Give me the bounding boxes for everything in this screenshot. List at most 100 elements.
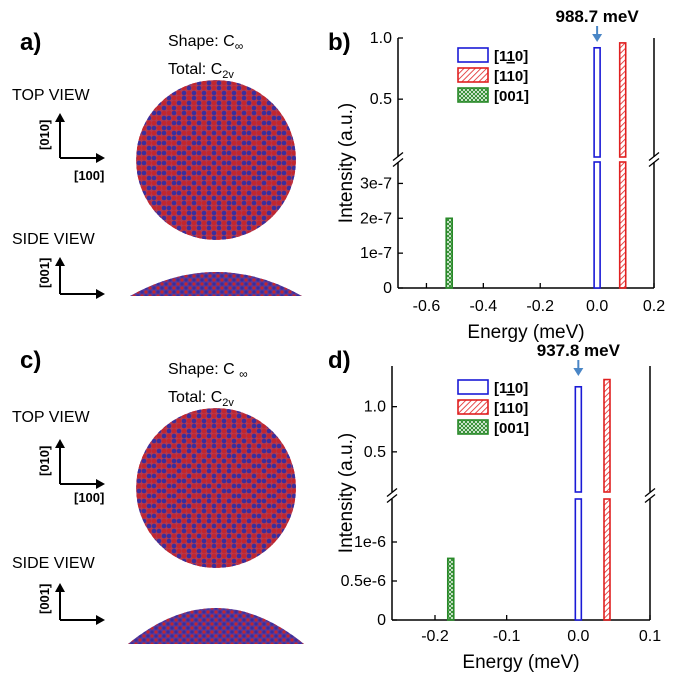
atom-dot bbox=[226, 95, 232, 101]
atom-dot bbox=[256, 274, 260, 278]
atom-dot bbox=[226, 543, 232, 549]
atom-dot bbox=[236, 493, 242, 499]
atom-dot bbox=[186, 130, 192, 136]
atom-dot bbox=[136, 463, 142, 469]
atom-dot bbox=[231, 443, 237, 449]
atom-dot bbox=[211, 140, 217, 146]
atom-dot bbox=[176, 175, 182, 181]
atom-dot bbox=[191, 543, 197, 549]
atom-dot bbox=[221, 533, 227, 539]
atom-dot bbox=[211, 195, 217, 201]
atom-dot bbox=[142, 598, 145, 601]
atom-dot bbox=[184, 290, 188, 294]
atom-dot bbox=[286, 115, 292, 121]
atom-dot bbox=[174, 642, 178, 644]
atom-dot bbox=[206, 528, 212, 534]
atom-dot bbox=[251, 110, 257, 116]
atom-dot bbox=[171, 225, 177, 231]
atom-dot bbox=[146, 548, 152, 554]
atom-dot bbox=[241, 498, 247, 504]
atom-dot bbox=[291, 418, 296, 424]
atom-dot bbox=[216, 140, 222, 146]
atom-dot bbox=[286, 145, 292, 151]
atom-dot bbox=[280, 272, 284, 274]
atom-dot bbox=[221, 150, 227, 156]
atom-dot bbox=[286, 438, 292, 444]
atom-dot bbox=[291, 553, 296, 559]
atom-dot bbox=[176, 160, 182, 166]
atom-dot bbox=[151, 503, 157, 509]
atom-dot bbox=[142, 602, 145, 605]
atom-dot bbox=[271, 473, 277, 479]
atom-dot bbox=[161, 473, 167, 479]
atom-dot bbox=[231, 145, 237, 151]
legend-swatch bbox=[457, 399, 489, 415]
atom-dot bbox=[281, 533, 287, 539]
atom-dot bbox=[176, 428, 182, 434]
atom-dot bbox=[176, 443, 182, 449]
atom-dot bbox=[176, 125, 182, 131]
atom-dot bbox=[271, 190, 277, 196]
atom-dot bbox=[146, 463, 152, 469]
atom-dot bbox=[188, 266, 191, 269]
atom-dot bbox=[161, 115, 167, 121]
atom-dot bbox=[246, 433, 252, 439]
atom-dot bbox=[176, 278, 180, 282]
atom-dot bbox=[211, 225, 217, 231]
atom-dot bbox=[151, 408, 157, 409]
atom-dot bbox=[208, 286, 212, 290]
atom-dot bbox=[221, 418, 227, 424]
atom-dot bbox=[136, 553, 137, 559]
atom-dot bbox=[140, 282, 144, 286]
atom-dot bbox=[272, 282, 276, 286]
atom-dot bbox=[171, 195, 177, 201]
atom-dot bbox=[211, 538, 217, 544]
atom-dot bbox=[191, 548, 197, 554]
atom-dot bbox=[278, 634, 282, 638]
atom-dot bbox=[276, 543, 282, 549]
atom-dot bbox=[241, 100, 247, 106]
atom-dot bbox=[278, 622, 282, 626]
atom-dot bbox=[168, 272, 172, 274]
atom-dot bbox=[231, 235, 237, 240]
atom-dot bbox=[136, 210, 137, 216]
atom-dot bbox=[271, 408, 277, 414]
atom-dot bbox=[190, 634, 194, 638]
atom-dot bbox=[206, 205, 212, 211]
atom-dot bbox=[141, 115, 147, 121]
atom-dot bbox=[224, 278, 228, 282]
atom-dot bbox=[141, 100, 147, 106]
atom-dot bbox=[246, 413, 252, 419]
atom-dot bbox=[291, 220, 296, 226]
atom-dot bbox=[222, 618, 226, 622]
atom-dot bbox=[222, 614, 226, 618]
atom-dot bbox=[211, 80, 217, 86]
atom-dot bbox=[182, 642, 186, 644]
atom-dot bbox=[166, 630, 170, 634]
atom-dot bbox=[290, 602, 293, 605]
atom-dot bbox=[262, 630, 266, 634]
atom-dot bbox=[206, 508, 212, 514]
atom-dot bbox=[186, 463, 192, 469]
atom-dot bbox=[278, 608, 282, 610]
atom-dot bbox=[241, 533, 247, 539]
atom-dot bbox=[230, 602, 233, 605]
atom-dot bbox=[286, 528, 292, 534]
atom-dot bbox=[286, 478, 292, 484]
atom-dot bbox=[291, 498, 296, 504]
atom-dot bbox=[271, 478, 277, 484]
atom-dot bbox=[166, 518, 172, 524]
atom-dot bbox=[186, 165, 192, 171]
atom-dot bbox=[162, 626, 166, 630]
atom-dot bbox=[181, 230, 187, 236]
atom-dot bbox=[138, 602, 141, 605]
atom-dot bbox=[296, 272, 300, 274]
atom-dot bbox=[211, 498, 217, 504]
atom-dot bbox=[181, 473, 187, 479]
atom-dot bbox=[251, 413, 257, 419]
atom-dot bbox=[202, 626, 206, 630]
atom-dot bbox=[286, 626, 290, 630]
atom-dot bbox=[141, 135, 147, 141]
atom-dot bbox=[156, 478, 162, 484]
atom-dot bbox=[291, 125, 296, 131]
